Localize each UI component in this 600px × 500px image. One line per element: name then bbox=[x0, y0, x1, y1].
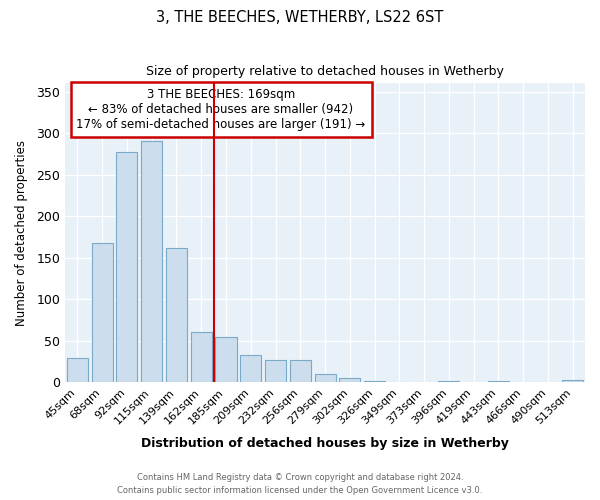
Bar bbox=[339, 378, 361, 382]
Text: 3, THE BEECHES, WETHERBY, LS22 6ST: 3, THE BEECHES, WETHERBY, LS22 6ST bbox=[157, 10, 443, 25]
Bar bbox=[141, 142, 162, 382]
Bar bbox=[191, 332, 212, 382]
Title: Size of property relative to detached houses in Wetherby: Size of property relative to detached ho… bbox=[146, 65, 504, 78]
Bar bbox=[215, 337, 236, 382]
Bar bbox=[314, 374, 335, 382]
Bar bbox=[166, 248, 187, 382]
Text: 3 THE BEECHES: 169sqm
← 83% of detached houses are smaller (942)
17% of semi-det: 3 THE BEECHES: 169sqm ← 83% of detached … bbox=[76, 88, 365, 131]
Bar bbox=[116, 152, 137, 382]
Y-axis label: Number of detached properties: Number of detached properties bbox=[15, 140, 28, 326]
Bar bbox=[290, 360, 311, 382]
X-axis label: Distribution of detached houses by size in Wetherby: Distribution of detached houses by size … bbox=[141, 437, 509, 450]
Bar bbox=[265, 360, 286, 382]
Bar bbox=[240, 354, 261, 382]
Bar bbox=[439, 381, 460, 382]
Bar bbox=[488, 381, 509, 382]
Bar bbox=[562, 380, 583, 382]
Bar bbox=[92, 242, 113, 382]
Bar bbox=[67, 358, 88, 382]
Bar bbox=[364, 381, 385, 382]
Text: Contains HM Land Registry data © Crown copyright and database right 2024.
Contai: Contains HM Land Registry data © Crown c… bbox=[118, 474, 482, 495]
